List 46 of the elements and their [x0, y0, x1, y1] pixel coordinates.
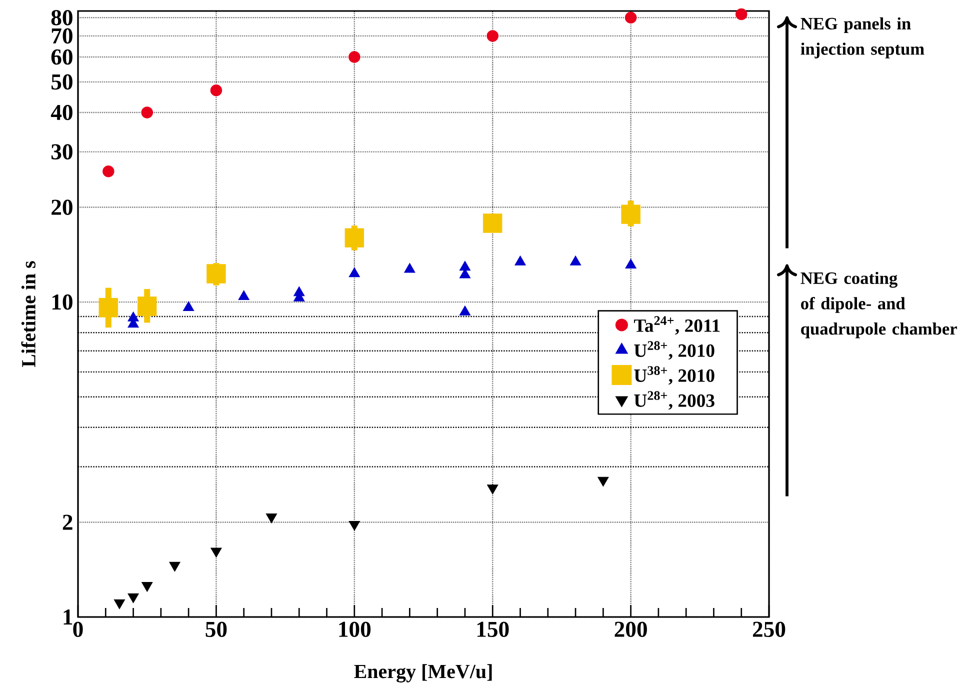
point: [487, 484, 498, 494]
legend-label: U$^{28+}$, 2010: [634, 341, 714, 360]
legend-label: U$^{38+}$, 2010: [634, 366, 714, 385]
text: NEG coating of dipole- and quadrupole chamber: [800, 272, 957, 338]
y-tick-label: 40: [50, 104, 72, 120]
point: [169, 562, 180, 572]
y-axis-title: Lifetime in s: [21, 261, 36, 367]
y-tick-label: 20: [52, 200, 72, 215]
y-tick-label: 2: [62, 514, 72, 530]
point: [344, 228, 364, 248]
point: [128, 593, 139, 604]
y-tick-label: 60: [51, 49, 72, 65]
point: [348, 51, 360, 63]
point: [210, 84, 222, 96]
point: [483, 214, 502, 233]
point: [137, 296, 157, 316]
x-tick-label: 50: [206, 622, 227, 638]
point: [114, 599, 126, 610]
x-tick-label: 250: [752, 622, 786, 638]
point: [348, 520, 360, 531]
y-tick-label: 10: [52, 294, 72, 310]
point: [102, 166, 114, 178]
x-tick-label: 100: [339, 622, 371, 638]
point: [266, 514, 278, 524]
text: NEG panels in injection septum: [800, 17, 924, 58]
legend-label: Ta$^{24+}$, 2011: [634, 316, 720, 335]
point: [598, 476, 609, 487]
point: [736, 8, 748, 20]
point: [624, 12, 637, 24]
x-tick-label: 0: [73, 622, 83, 638]
y-tick-label: 80: [51, 10, 72, 26]
y-tick-label: 70: [52, 28, 72, 44]
x-axis-title: Energy [MeV/u]: [354, 664, 492, 682]
point: [206, 264, 226, 284]
point: [141, 106, 153, 118]
y-tick-label: 1: [64, 610, 72, 624]
y-tick-label: 50: [52, 74, 72, 90]
x-tick-label: 150: [477, 622, 509, 638]
point: [210, 548, 222, 558]
point: [486, 30, 498, 42]
y-tick-label: 30: [51, 144, 72, 160]
x-tick-label: 200: [614, 622, 647, 638]
point: [621, 204, 640, 224]
point: [142, 582, 153, 592]
legend-label: U$^{28+}$, 2003: [634, 391, 714, 410]
point: [98, 298, 118, 318]
